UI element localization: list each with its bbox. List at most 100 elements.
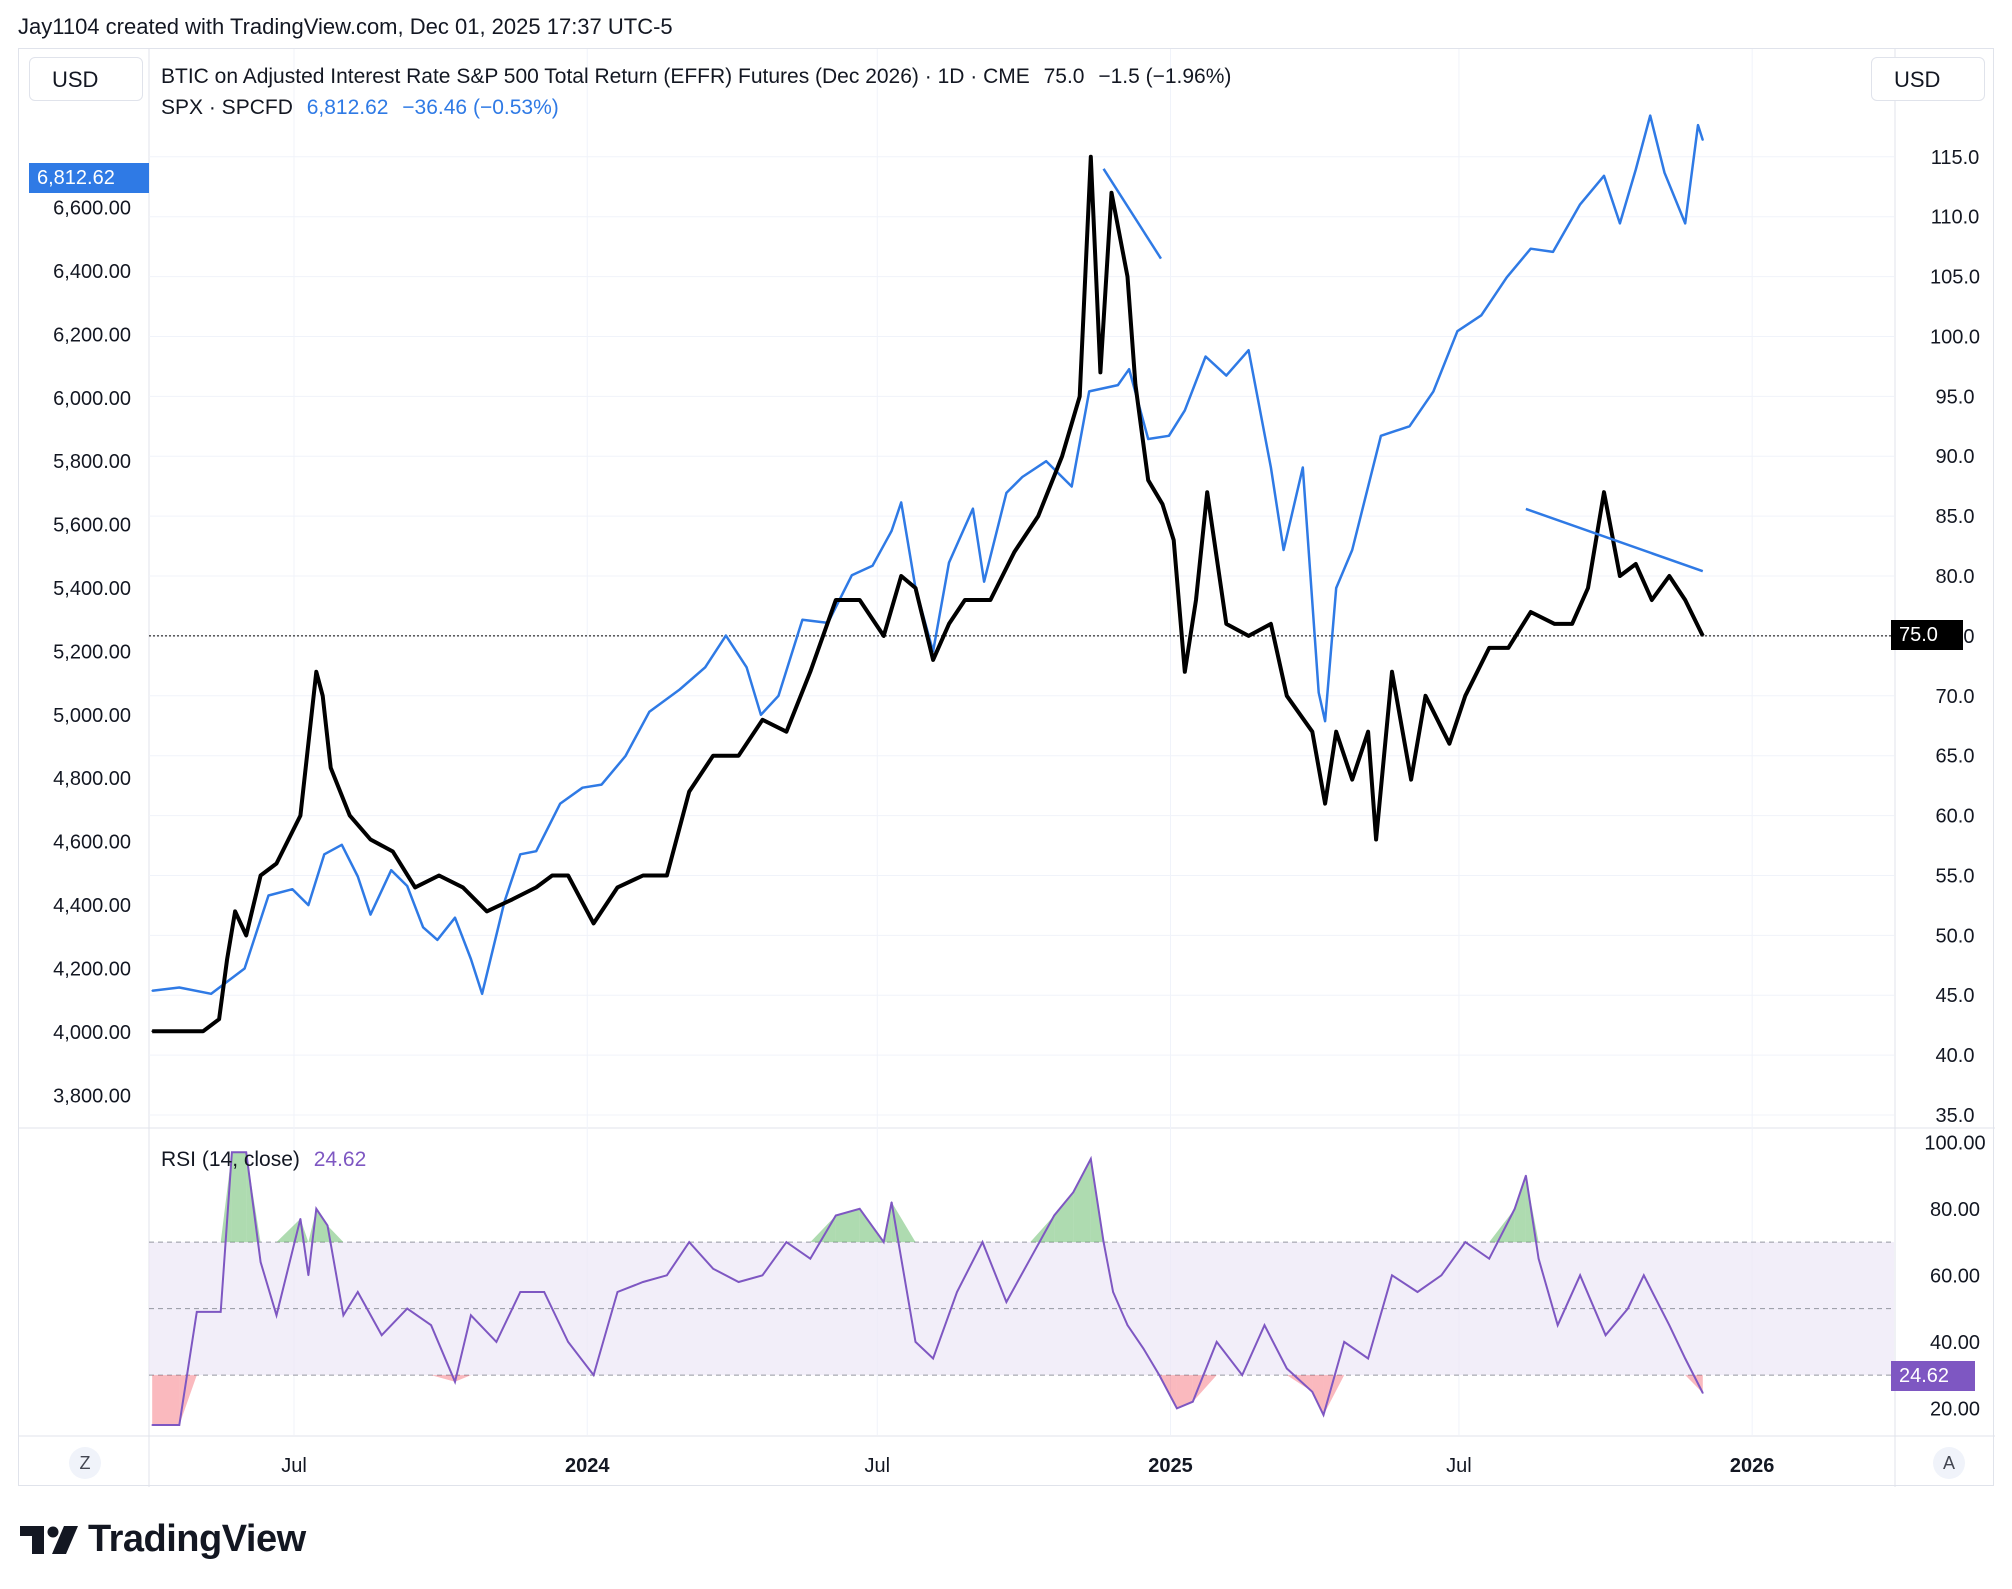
spx-series-point	[1005, 492, 1008, 494]
left-axis-tick-label: 6,000.00	[53, 388, 131, 410]
rsi-legend[interactable]: RSI (14, close) 24.62	[161, 1148, 366, 1172]
spx-series-point	[1270, 466, 1272, 469]
btic-series-point	[1488, 647, 1490, 649]
btic-series-point	[1311, 730, 1314, 733]
right-currency-button[interactable]: USD	[1871, 57, 1985, 101]
rsi-series-point	[914, 1341, 917, 1343]
rsi-series-point	[1416, 1291, 1419, 1293]
btic-series-point	[712, 754, 714, 757]
rsi-series-point	[761, 1274, 764, 1277]
btic-series-point	[178, 1030, 181, 1032]
rsi-series-point	[245, 1151, 247, 1154]
btic-series-line	[152, 154, 1705, 1034]
rsi-series-point	[543, 1291, 545, 1293]
spx-legend[interactable]: SPX · SPCFD 6,812.62 −36.46 (−0.53%)	[161, 96, 559, 120]
left-currency-button[interactable]: USD	[29, 57, 143, 101]
rsi-series-point	[567, 1341, 569, 1343]
rsi-series-point	[785, 1241, 788, 1243]
spx-series-point	[801, 618, 804, 621]
spx-series-point	[648, 710, 651, 713]
btic-series-point	[1702, 635, 1704, 637]
spx-series-point	[972, 507, 974, 510]
chart-canvas[interactable]: 35.0 40.0 45.0 50.0 55.0 60.0 65.0 70.0 75.0 80.0…	[19, 49, 1995, 1487]
spx-series-point	[406, 885, 409, 887]
btic-series-point	[1206, 491, 1208, 494]
btic-series-point	[369, 838, 372, 841]
btic-series-point	[329, 766, 332, 769]
right-axis-tick-label: 100.0	[1930, 326, 1980, 348]
zoom-button[interactable]: Z	[69, 1447, 101, 1479]
right-axis-tick-label: 50.0	[1936, 925, 1975, 947]
spx-series-point	[481, 993, 483, 995]
spx-series-point	[369, 913, 372, 916]
left-axis-tick-label: 4,000.00	[53, 1022, 131, 1044]
spx-series-point	[535, 850, 537, 852]
right-axis-tick-label: 95.0	[1936, 386, 1975, 408]
rsi-series-point	[1627, 1307, 1629, 1310]
spx-legend-price: 6,812.62	[306, 96, 389, 119]
rsi-series-point	[712, 1267, 714, 1270]
btic-series-point	[932, 659, 934, 661]
spx-series-point	[1697, 124, 1699, 126]
rsi-series-point	[642, 1281, 644, 1283]
btic-series-point	[1134, 383, 1137, 386]
rsi-series-point	[1537, 1257, 1540, 1260]
btic-series-point	[275, 862, 278, 865]
btic-series-point	[1061, 455, 1063, 458]
btic-series-point	[688, 790, 690, 793]
btic-series-point	[1195, 599, 1197, 601]
btic-series-point	[1391, 671, 1393, 673]
series-layer	[149, 114, 1895, 1426]
right-axis-tick-label: 85.0	[1936, 506, 1975, 528]
tradingview-logo[interactable]: TradingView	[20, 1518, 306, 1561]
btic-series-point	[245, 934, 247, 937]
rsi-series-point	[1579, 1274, 1581, 1277]
btic-series-point	[1147, 479, 1149, 482]
rsi-series-point	[858, 1208, 861, 1210]
rsi-axis-tick-label: 20.00	[1930, 1398, 1980, 1420]
chart-frame[interactable]: 35.0 40.0 45.0 50.0 55.0 60.0 65.0 70.0 75.0 80.0…	[18, 48, 1995, 1487]
right-axis-tick-label: 55.0	[1936, 865, 1975, 887]
rsi-series-point	[430, 1324, 432, 1326]
btic-series-point	[1448, 742, 1451, 745]
auto-scale-button[interactable]: A	[1933, 1447, 1965, 1479]
left-axis-tick-label: 5,000.00	[53, 705, 131, 727]
spx-series-point	[1351, 549, 1353, 551]
rsi-series-point	[1005, 1301, 1008, 1303]
spx-series-point	[454, 916, 456, 919]
rsi-series-point	[1464, 1241, 1467, 1243]
spx-series-point	[1045, 460, 1047, 463]
rsi-series-point	[380, 1334, 383, 1336]
spx-series-point	[1204, 355, 1207, 358]
rsi-series-point	[592, 1374, 595, 1376]
spx-series-point	[624, 755, 627, 757]
rsi-series-point	[1604, 1334, 1607, 1336]
right-axis-tick-label: 65.0	[1936, 746, 1975, 768]
time-axis-tick-label: 2024	[565, 1455, 610, 1477]
btic-series-point	[1619, 575, 1621, 577]
spx-series-point	[1317, 691, 1320, 694]
spx-series-point	[1408, 425, 1411, 428]
btic-series-point	[414, 886, 416, 889]
btic-series-point	[1126, 275, 1129, 278]
spx-price-badge: 6,812.62	[29, 163, 149, 193]
rsi-legend-label: RSI (14, close)	[161, 1148, 300, 1171]
main-series-legend[interactable]: BTIC on Adjusted Interest Rate S&P 500 T…	[161, 65, 1231, 89]
btic-series-point	[666, 874, 668, 877]
btic-series-point	[259, 874, 262, 877]
rsi-series-point	[688, 1241, 690, 1243]
spx-series-point	[1663, 171, 1666, 174]
rsi-series-point	[307, 1274, 310, 1277]
left-axis-tick-label: 5,800.00	[53, 451, 131, 473]
rsi-series-point	[1241, 1374, 1243, 1376]
btic-series-point	[1090, 156, 1092, 158]
btic-series-point	[948, 623, 950, 625]
rsi-series-point	[342, 1314, 345, 1317]
spx-series-point	[1070, 485, 1073, 488]
btic-series-point	[299, 814, 302, 817]
time-axis-tick-label: Jul	[1446, 1455, 1472, 1477]
btic-series-point	[900, 575, 902, 577]
rsi-series-point	[1286, 1367, 1288, 1370]
rsi-series-point	[219, 1311, 222, 1313]
rsi-oversold-fill	[1286, 1375, 1313, 1392]
